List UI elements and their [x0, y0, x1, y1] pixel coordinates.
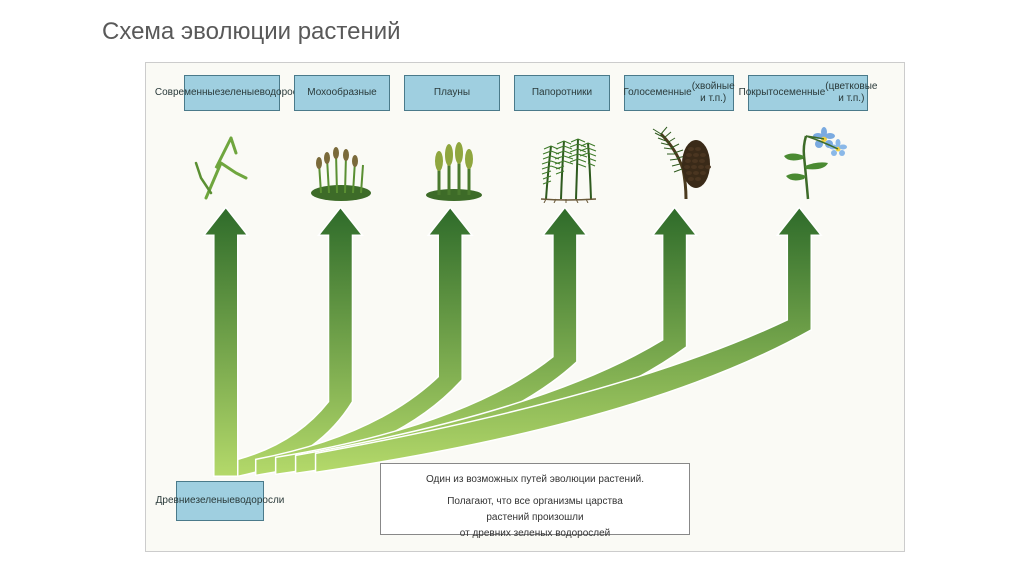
ancestor-box: Древниезеленыеводоросли	[176, 481, 264, 521]
caption-line-1: Один из возможных путей эволюции растени…	[393, 472, 677, 488]
caption-line-3: растений произошли	[393, 510, 677, 526]
caption-box: Один из возможных путей эволюции растени…	[380, 463, 690, 535]
caption-line-4: от древних зеленых водорослей	[393, 526, 677, 542]
page-title: Схема эволюции растений	[102, 18, 401, 46]
diagram-container: Современныезеленыеводоросли Мохообразные…	[145, 62, 905, 552]
caption-line-2: Полагают, что все организмы царства	[393, 494, 677, 510]
